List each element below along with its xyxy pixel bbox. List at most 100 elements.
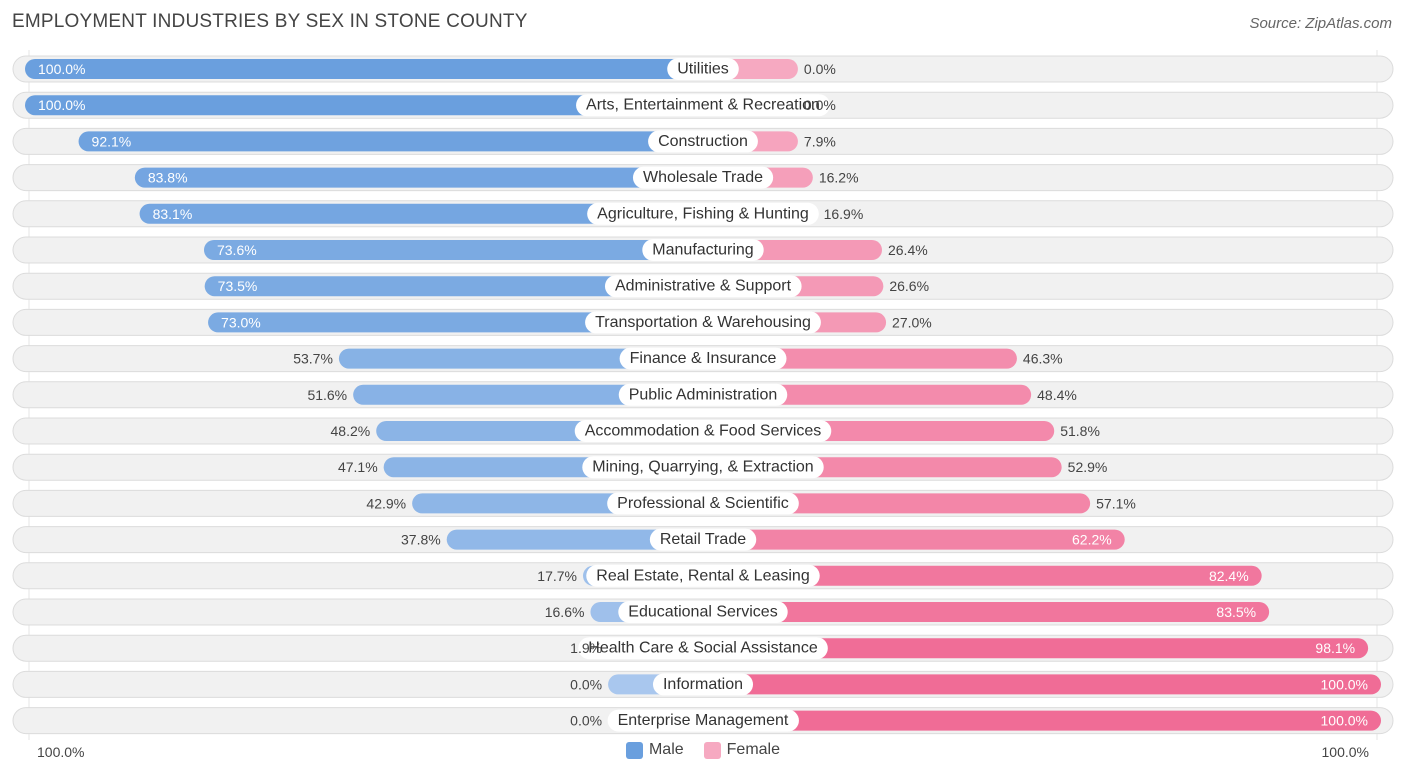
category-pill — [582, 456, 824, 479]
value-label-female: 83.5% — [1216, 604, 1256, 620]
chart-row: Enterprise Management 0.0% 100.0% — [12, 707, 1394, 735]
category-label: Finance & Insurance — [630, 350, 777, 367]
chart-row: Mining, Quarrying, & Extraction 47.1% 52.9… — [12, 453, 1394, 481]
value-label-female: 27.0% — [892, 314, 932, 330]
bar-male — [203, 240, 703, 260]
category-label: Professional & Scientific — [617, 495, 789, 512]
value-label-male: 100.0% — [38, 97, 85, 113]
value-label-male: 47.1% — [338, 459, 378, 475]
category-label: Health Care & Social Assistance — [588, 640, 818, 657]
value-label-male: 16.6% — [545, 604, 585, 620]
value-label-female: 51.8% — [1060, 423, 1100, 439]
bar-male — [208, 312, 703, 333]
value-label-male: 42.9% — [366, 495, 406, 511]
legend-swatch-male — [625, 741, 643, 759]
category-label: Mining, Quarrying, & Extraction — [592, 459, 813, 476]
bar-male — [338, 348, 703, 369]
category-pill — [607, 709, 799, 732]
category-label: Wholesale Trade — [643, 169, 763, 186]
axis-left-label: 100.0% — [37, 744, 85, 760]
value-label-male: 37.8% — [401, 532, 441, 548]
chart-title: EMPLOYMENT INDUSTRIES BY SEX IN STONE CO… — [12, 11, 528, 32]
bar-male — [139, 203, 703, 224]
value-label-male: 73.6% — [217, 242, 257, 258]
chart-row: Finance & Insurance 53.7% 46.3% — [12, 345, 1394, 373]
category-label: Construction — [658, 133, 748, 150]
category-label: Transportation & Warehousing — [595, 314, 811, 331]
category-pill — [578, 637, 828, 660]
legend-swatch-female — [703, 741, 721, 759]
category-label: Manufacturing — [652, 242, 753, 259]
chart-row: Information 0.0% 100.0% — [12, 670, 1394, 698]
bar-female — [703, 710, 1381, 731]
value-label-male: 73.0% — [221, 314, 261, 330]
category-pill — [604, 275, 802, 298]
chart-row: Public Administration 51.6% 48.4% — [12, 381, 1394, 409]
value-label-female: 62.2% — [1072, 532, 1112, 548]
chart-row: Educational Services 16.6% 83.5% — [12, 598, 1394, 626]
value-label-female: 26.6% — [889, 278, 929, 294]
chart-svg: Utilities 100.0% 0.0% Arts, Entertainment &… — [12, 50, 1394, 740]
chart-row: Wholesale Trade 83.8% 16.2% — [12, 164, 1394, 192]
category-label: Arts, Entertainment & Recreation — [586, 97, 820, 114]
value-label-female: 100.0% — [1321, 676, 1368, 692]
category-pill — [607, 492, 799, 515]
legend-label-male: Male — [648, 741, 684, 758]
category-label: Utilities — [677, 61, 729, 78]
bar-male — [25, 59, 703, 79]
bar-male — [78, 131, 703, 152]
value-label-female: 82.4% — [1209, 568, 1249, 584]
value-label-female: 46.3% — [1023, 351, 1063, 367]
value-label-female: 0.0% — [804, 61, 836, 77]
value-label-male: 17.7% — [537, 568, 577, 584]
category-pill — [648, 130, 758, 153]
chart-row: Real Estate, Rental & Leasing 17.7% 82.4% — [12, 562, 1394, 590]
value-label-female: 52.9% — [1068, 459, 1108, 475]
bar-male — [353, 384, 703, 405]
chart-row: Administrative & Support 73.5% 26.6% — [12, 272, 1394, 300]
value-label-female: 7.9% — [804, 133, 836, 149]
chart-row: Construction 92.1% 7.9% — [12, 127, 1394, 155]
value-label-male: 51.6% — [307, 387, 347, 403]
bar-female — [703, 529, 1125, 550]
category-pill — [587, 202, 819, 225]
category-label: Enterprise Management — [618, 712, 789, 729]
value-label-male: 0.0% — [570, 713, 602, 729]
category-label: Retail Trade — [660, 531, 746, 548]
category-pill — [585, 311, 821, 334]
value-label-male: 83.1% — [153, 206, 193, 222]
legend-item-female[interactable]: Female — [703, 741, 781, 759]
category-label: Accommodation & Food Services — [585, 423, 822, 440]
category-pill — [642, 239, 764, 261]
value-label-female: 16.2% — [819, 170, 859, 186]
value-label-male: 100.0% — [38, 61, 85, 77]
source-credit: Source: ZipAtlas.com — [1249, 15, 1392, 32]
category-pill — [667, 58, 739, 80]
chart-row: Manufacturing 73.6% 26.4% — [12, 236, 1394, 264]
bar-female — [703, 674, 1381, 695]
category-pill — [586, 564, 820, 587]
chart-row: Arts, Entertainment & Recreation 100.0% 0.… — [12, 91, 1394, 119]
chart-row: Agriculture, Fishing & Hunting 83.1% 16.9% — [12, 200, 1394, 228]
value-label-male: 1.9% — [570, 640, 602, 656]
value-label-female: 57.1% — [1096, 495, 1136, 511]
chart-row: Professional & Scientific 42.9% 57.1% — [12, 489, 1394, 517]
bar-male — [134, 167, 703, 188]
bar-female — [703, 565, 1262, 586]
category-pill — [574, 420, 832, 442]
value-label-female: 48.4% — [1037, 387, 1077, 403]
category-pill — [576, 94, 830, 117]
category-label: Agriculture, Fishing & Hunting — [597, 205, 809, 222]
category-label: Educational Services — [628, 604, 777, 621]
category-pill — [618, 383, 788, 406]
legend-label-female: Female — [726, 741, 781, 758]
category-label: Real Estate, Rental & Leasing — [596, 567, 809, 584]
bar-male — [204, 276, 704, 297]
category-pill — [619, 347, 787, 370]
bar-male — [446, 529, 703, 550]
chart-row: Transportation & Warehousing 73.0% 27.0% — [12, 308, 1394, 336]
value-label-female: 100.0% — [1321, 713, 1368, 729]
value-label-female: 16.9% — [824, 206, 864, 222]
legend-item-male[interactable]: Male — [625, 741, 684, 759]
